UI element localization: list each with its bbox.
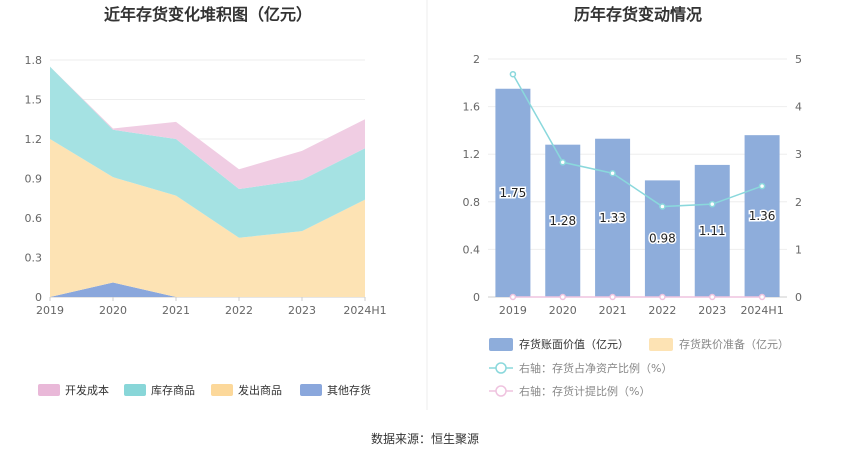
bar [495,88,531,297]
left-legend-swatch [38,384,60,396]
bar [644,180,680,297]
ratio-point [609,169,616,177]
left-x-tick: 2019 [36,304,64,317]
left-x-tick: 2023 [288,304,316,317]
ratio-point [659,203,666,210]
area-series-2 [50,139,365,297]
right-legend-marker [495,385,507,397]
left-legend-label: 开发成本 [65,383,109,397]
right-chart-title: 历年存货变动情况 [574,5,702,24]
bar-value-label: 1.33 [599,211,626,225]
right-y-left-tick: 0.8 [463,196,481,209]
bar-value-label: 1.36 [749,209,776,223]
left-y-tick: 0.3 [25,252,43,265]
bar-value-label: 1.75 [500,186,527,200]
ratio-point [758,182,766,190]
right-y-left-tick: 1.2 [463,148,481,161]
left-y-tick: 0.6 [25,212,43,225]
right-x-tick: 2023 [698,304,726,317]
right-x-tick: 2021 [599,304,627,317]
right-y-right-tick: 3 [795,148,802,161]
right-y-right-tick: 4 [795,101,802,114]
right-bar-line-chart: 0 0.4 0.8 1.2 1.6 2 0 1 2 3 4 5 1.75 1.28 1.33 0.98 1.11… [463,53,803,398]
area-series-4 [50,66,365,190]
ratio-line [512,73,763,208]
right-legend-marker [495,362,507,374]
left-y-tick: 1.2 [25,133,43,146]
left-legend-label: 发出商品 [238,383,282,397]
right-legend-swatch [649,338,673,351]
right-x-tick: 2024H1 [740,304,783,317]
right-y-left-tick: 1.6 [463,101,481,114]
right-y-right-tick: 0 [795,291,802,304]
area-series-1 [50,282,365,297]
left-legend-label: 库存商品 [151,383,195,397]
data-source: 数据来源：恒生聚源 [371,431,479,446]
left-x-tick: 2024H1 [343,304,386,317]
left-y-tick: 1.8 [25,54,43,67]
left-y-tick: 0.9 [25,173,43,186]
right-x-tick: 2020 [549,304,577,317]
right-legend-label: 存货账面价值（亿元） [519,337,629,351]
left-legend-swatch [211,384,233,396]
right-legend-label: 右轴：存货计提比例（%） [519,384,650,398]
left-legend-label: 其他存货 [327,383,371,397]
right-y-right-tick: 5 [795,53,802,66]
provision-point [758,293,766,301]
bar-value-label: 0.98 [649,232,676,246]
left-x-tick: 2021 [162,304,190,317]
left-legend-swatch [124,384,146,396]
ratio-point [559,159,566,166]
left-x-tick: 2022 [225,304,253,317]
left-stacked-area-chart: 0 0.3 0.6 0.9 1.2 1.5 1.8 2019 2020 2021 2022 2023 2… [25,54,387,397]
left-chart-title: 近年存货变化堆积图（亿元） [104,5,312,24]
left-legend-swatch [300,384,322,396]
provision-point [709,293,716,301]
right-y-left-tick: 0.4 [463,243,481,256]
area-series-3 [50,66,365,238]
bar [545,144,581,297]
ratio-point [509,70,517,78]
left-x-tick: 2020 [99,304,127,317]
bar [595,138,631,297]
right-y-right-tick: 2 [795,196,802,209]
left-y-tick: 1.5 [25,94,43,107]
provision-point [559,293,566,301]
provision-point [609,293,616,301]
right-y-left-tick: 2 [473,53,480,66]
left-y-tick: 0 [35,291,42,304]
provision-point [659,293,666,301]
right-legend-swatch [489,338,513,351]
bar [694,164,730,297]
right-x-tick: 2022 [648,304,676,317]
bar-value-label: 1.28 [549,214,576,228]
right-y-left-tick: 0 [473,291,480,304]
right-legend-label: 右轴：存货占净资产比例（%） [519,361,672,375]
bar [744,135,780,297]
right-legend-label: 存货跌价准备（亿元） [679,337,789,351]
right-x-tick: 2019 [499,304,527,317]
bar-value-label: 1.11 [699,224,726,238]
provision-point [509,293,517,301]
ratio-point [709,200,716,208]
right-y-right-tick: 1 [795,243,802,256]
